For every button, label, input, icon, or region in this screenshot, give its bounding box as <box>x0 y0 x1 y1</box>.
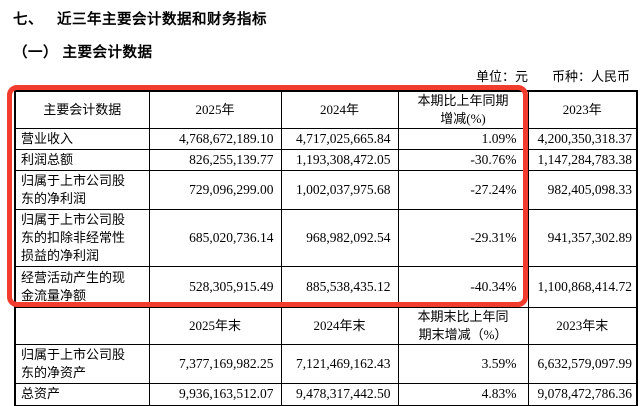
value-2024: 9,478,317,442.50 <box>280 383 399 406</box>
header-2024: 2024年 <box>280 90 399 129</box>
row-label: 归属于上市公司股 东的净资产 <box>14 344 150 384</box>
value-2024: 1,193,308,472.05 <box>280 149 399 171</box>
section-heading: 七、 近三年主要会计数据和财务指标 <box>13 8 267 29</box>
value-2024: 4,717,025,665.84 <box>280 128 399 150</box>
value-change: -40.34% <box>397 266 529 308</box>
value-2023: 982,405,098.33 <box>527 170 638 210</box>
value-change: -27.24% <box>397 170 529 210</box>
value-change: 3.59% <box>397 344 529 384</box>
value-2023: 6,632,579,097.99 <box>527 344 638 384</box>
header-2025-end: 2025年末 <box>148 307 282 345</box>
header-main-accounting-data: 主要会计数据 <box>14 90 150 129</box>
value-2023: 1,100,868,414.72 <box>527 266 638 308</box>
row-label: 营业收入 <box>14 128 150 150</box>
table-row-net-assets: 归属于上市公司股 东的净资产 7,377,169,982.25 7,121,46… <box>14 344 638 384</box>
value-change: 1.09% <box>397 128 529 150</box>
subsection-heading: （一） 主要会计数据 <box>13 41 153 62</box>
value-2023: 941,357,302.89 <box>527 209 638 267</box>
table-row-total-assets: 总资产 9,936,163,512.07 9,478,317,442.50 4.… <box>14 383 638 406</box>
section-title: 近三年主要会计数据和财务指标 <box>57 12 267 28</box>
row-label: 利润总额 <box>14 149 150 171</box>
value-2024: 968,982,092.54 <box>280 209 399 267</box>
value-2025: 4,768,672,189.10 <box>148 128 282 150</box>
unit-note-line: 单位：元 币种：人民币 <box>476 66 630 85</box>
header-2023-end: 2023年末 <box>527 307 638 345</box>
row-label: 归属于上市公司股 东的净利润 <box>14 170 150 210</box>
value-2025: 826,255,139.77 <box>148 149 282 171</box>
value-2025: 7,377,169,982.25 <box>148 344 282 384</box>
value-2025: 685,020,736.14 <box>148 209 282 267</box>
subsection-title: （一） 主要会计数据 <box>13 45 153 61</box>
currency-label: 币种：人民币 <box>551 69 630 84</box>
header-yoy-change: 本期比上年同期 增减(%) <box>397 90 529 129</box>
annual-header-row: 主要会计数据 2025年 2024年 本期比上年同期 增减(%) 2023年 <box>14 90 638 129</box>
accounting-data-table: 主要会计数据 2025年 2024年 本期比上年同期 增减(%) 2023年 营… <box>14 90 638 406</box>
table-row-operating-cash-flow: 经营活动产生的现 金流量净额 528,305,915.49 885,538,43… <box>14 266 638 308</box>
value-change: 4.83% <box>397 383 529 406</box>
value-2024: 885,538,435.12 <box>280 266 399 308</box>
value-2024: 1,002,037,975.68 <box>280 170 399 210</box>
header-empty <box>14 307 150 345</box>
row-label: 归属于上市公司股 东的扣除非经常性 损益的净利润 <box>14 209 150 267</box>
table-row-total-profit: 利润总额 826,255,139.77 1,193,308,472.05 -30… <box>14 149 638 171</box>
value-2023: 4,200,350,318.37 <box>527 128 638 150</box>
section-number: 七、 <box>13 12 43 28</box>
value-2024: 7,121,469,162.43 <box>280 344 399 384</box>
value-2025: 729,096,299.00 <box>148 170 282 210</box>
value-2025: 528,305,915.49 <box>148 266 282 308</box>
value-2025: 9,936,163,512.07 <box>148 383 282 406</box>
unit-label: 单位：元 <box>475 69 528 84</box>
table-row-revenue: 营业收入 4,768,672,189.10 4,717,025,665.84 1… <box>14 128 638 150</box>
value-change: -29.31% <box>397 209 529 267</box>
header-period-end-change: 本期末比上年同 期末增减（%） <box>397 307 529 345</box>
row-label: 总资产 <box>14 383 150 406</box>
value-2023: 9,078,472,786.36 <box>527 383 638 406</box>
header-2025: 2025年 <box>148 90 282 129</box>
table-row-net-profit: 归属于上市公司股 东的净利润 729,096,299.00 1,002,037,… <box>14 170 638 210</box>
row-label: 经营活动产生的现 金流量净额 <box>14 266 150 308</box>
header-2024-end: 2024年末 <box>280 307 399 345</box>
header-2023: 2023年 <box>527 90 638 129</box>
table-row-net-profit-excl-nonrecurring: 归属于上市公司股 东的扣除非经常性 损益的净利润 685,020,736.14 … <box>14 209 638 267</box>
period-end-header-row: 2025年末 2024年末 本期末比上年同 期末增减（%） 2023年末 <box>14 307 638 345</box>
value-change: -30.76% <box>397 149 529 171</box>
value-2023: 1,147,284,783.38 <box>527 149 638 171</box>
